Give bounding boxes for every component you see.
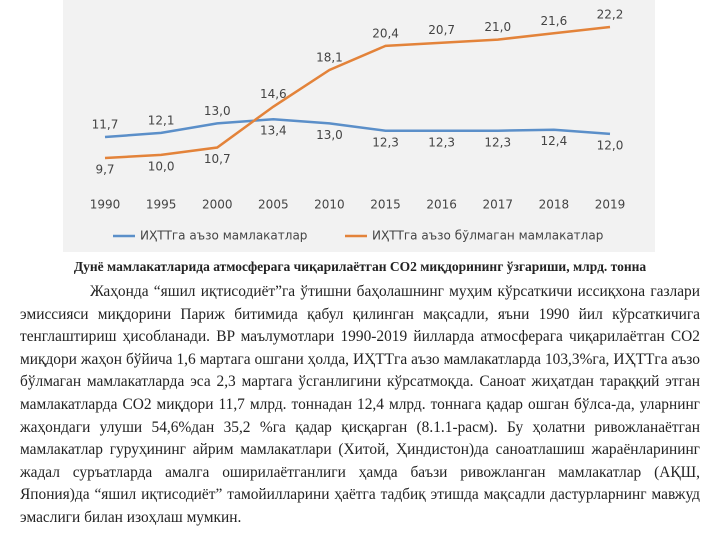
data-label: 12,0 [597,138,624,152]
x-tick-label: 1995 [146,198,177,212]
legend-label: ИҲТТга аъзо бўлмаган мамлакатлар [372,229,603,243]
data-label: 21,6 [541,14,568,28]
x-tick-label: 2017 [483,198,514,212]
data-label: 11,7 [92,118,119,132]
paragraph: Жаҳонда “яшил иқтисодиёт”га ўтишни баҳол… [20,283,700,526]
chart: 1990 1995 2000 2005 2010 2015 2016 2017 2018 2019… [63,0,655,252]
legend-label: ИҲТТга аъзо мамлакатлар [140,229,307,243]
data-label: 14,6 [260,87,287,101]
data-label: 9,7 [95,163,114,177]
series-line [104,25,611,160]
data-label: 21,0 [484,20,511,34]
data-label: 18,1 [316,50,343,64]
x-tick-label: 2018 [539,198,570,212]
data-label: 13,0 [316,128,343,142]
x-tick-label: 2000 [202,198,233,212]
data-label: 12,3 [428,135,455,149]
data-label: 12,3 [484,135,511,149]
x-tick-label: 2015 [370,198,401,212]
x-tick-label: 1990 [90,198,121,212]
x-tick-label: 2019 [595,198,626,212]
data-label: 10,7 [204,152,231,166]
data-label: 13,4 [260,124,287,138]
x-tick-label: 2010 [314,198,345,212]
data-label: 12,1 [148,113,175,127]
series-line [104,117,611,139]
data-label: 22,2 [597,8,624,22]
data-label: 12,4 [541,134,568,148]
data-label: 20,4 [372,26,399,40]
data-label: 10,0 [148,159,175,173]
data-label: 20,7 [428,23,455,37]
caption: Дунё мамлакатларида атмосферага чиқарила… [73,259,647,274]
chart-background [63,0,655,252]
x-tick-label: 2005 [258,198,289,212]
data-label: 13,0 [204,104,231,118]
data-label: 12,3 [372,135,399,149]
x-tick-label: 2016 [426,198,457,212]
